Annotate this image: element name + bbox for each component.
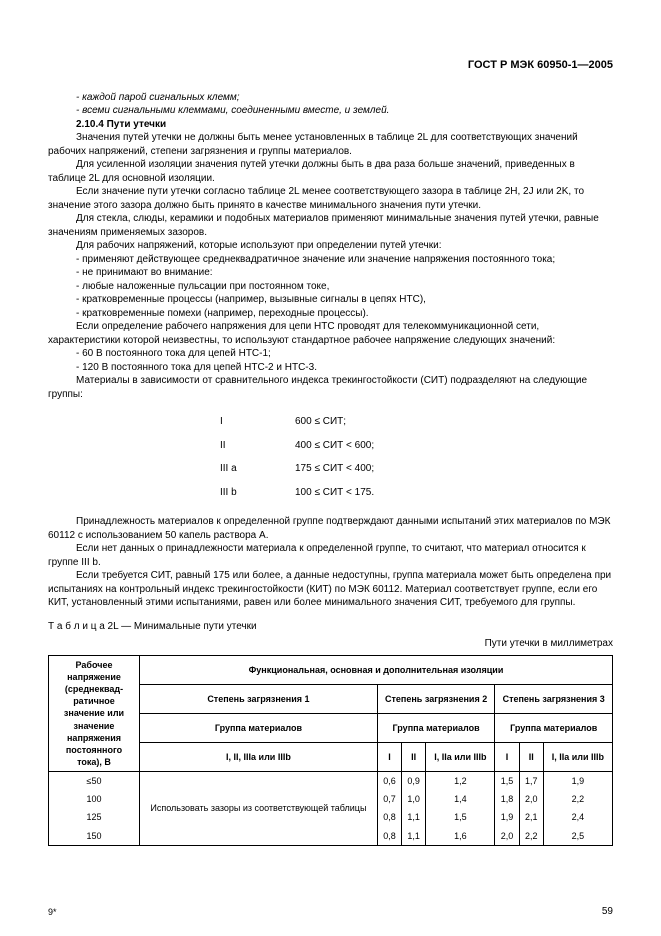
section-heading: 2.10.4 Пути утечки: [48, 118, 613, 132]
bullet-7: - 120 В постоянного тока для цепей НТС-2…: [76, 361, 613, 375]
after-sit-p3: Если требуется СИТ, равный 175 или более…: [48, 569, 613, 610]
signal-line-1: - каждой парой сигнальных клемм;: [76, 91, 613, 105]
r1d3c1: 2,0: [519, 790, 543, 808]
r1d3c2: 2,2: [543, 790, 612, 808]
r2d3c0: 1,9: [495, 808, 519, 826]
body-p3: Если значение пути утечки согласно табли…: [48, 185, 613, 212]
body-p1: Значения путей утечки не должны быть мен…: [48, 131, 613, 158]
after-sit-p2: Если нет данных о принадлежности материа…: [48, 542, 613, 569]
r3d2c1: 1,1: [402, 827, 426, 846]
row-v-2: 125: [49, 808, 140, 826]
hdr-d3-g2: II: [519, 743, 543, 772]
hdr-d3-g3: I, IIa или IIIb: [543, 743, 612, 772]
sit-range-3: 175 ≤ СИТ < 400;: [295, 458, 392, 480]
sit-range-2: 400 ≤ СИТ < 600;: [295, 435, 392, 457]
body-p5: Для рабочих напряжений, которые использу…: [48, 239, 613, 253]
sit-group-3: III a: [220, 458, 293, 480]
r0d3c1: 1,7: [519, 772, 543, 791]
sit-group-table: I600 ≤ СИТ; II400 ≤ СИТ < 600; III a175 …: [218, 409, 394, 505]
sit-range-4: 100 ≤ СИТ < 175.: [295, 482, 392, 504]
r0d3c0: 1,5: [495, 772, 519, 791]
footer-right: 59: [602, 905, 613, 919]
hdr-matgrp-1: Группа материалов: [140, 713, 378, 742]
r0d2c2: 1,2: [426, 772, 495, 791]
hdr-d2-g3: I, IIa или IIIb: [426, 743, 495, 772]
hdr-deg1: Степень загрязнения 1: [140, 684, 378, 713]
body-p6: Если определение рабочего напряжения для…: [48, 320, 613, 347]
r3d3c2: 2,5: [543, 827, 612, 846]
note-cell: Использовать зазоры из соответ­ствующей …: [140, 772, 378, 846]
footer-left: 9*: [48, 906, 57, 918]
table-2l: Рабочее напряжение (среднеквад­ратичное …: [48, 655, 613, 846]
r0d2c0: 0,6: [377, 772, 401, 791]
r1d2c1: 1,0: [402, 790, 426, 808]
table-2l-caption: Т а б л и ц а 2L — Минимальные пути утеч…: [48, 620, 613, 634]
r0d2c1: 0,9: [402, 772, 426, 791]
row-v-1: 100: [49, 790, 140, 808]
bullet-1: - применяют действующее среднеквадратичн…: [76, 253, 613, 267]
hdr-d2-g2: II: [402, 743, 426, 772]
r1d2c0: 0,7: [377, 790, 401, 808]
body-p4: Для стекла, слюды, керамики и подобных м…: [48, 212, 613, 239]
r2d3c2: 2,4: [543, 808, 612, 826]
table-2l-unit: Пути утечки в миллиметрах: [48, 637, 613, 651]
r1d2c2: 1,4: [426, 790, 495, 808]
bullet-4: - кратковременные процессы (например, вы…: [76, 293, 613, 307]
bullet-2: - не принимают во внимание:: [76, 266, 613, 280]
hdr-matgrp-all: I, II, IIIa или IIIb: [140, 743, 378, 772]
r1d3c0: 1,8: [495, 790, 519, 808]
sit-group-1: I: [220, 411, 293, 433]
hdr-d2-g1: I: [377, 743, 401, 772]
r2d2c0: 0,8: [377, 808, 401, 826]
hdr-voltage: Рабочее напряжение (среднеквад­ратичное …: [49, 655, 140, 771]
r2d3c1: 2,1: [519, 808, 543, 826]
r3d3c0: 2,0: [495, 827, 519, 846]
r3d2c2: 1,6: [426, 827, 495, 846]
sit-range-1: 600 ≤ СИТ;: [295, 411, 392, 433]
hdr-deg2: Степень загрязнения 2: [377, 684, 495, 713]
r3d3c1: 2,2: [519, 827, 543, 846]
sit-group-4: III b: [220, 482, 293, 504]
hdr-deg3: Степень загрязнения 3: [495, 684, 613, 713]
after-sit-p1: Принадлежность материалов к определенной…: [48, 515, 613, 542]
hdr-matgrp-3: Группа материалов: [495, 713, 613, 742]
standard-header: ГОСТ Р МЭК 60950-1—2005: [48, 58, 613, 73]
r3d2c0: 0,8: [377, 827, 401, 846]
hdr-d3-g1: I: [495, 743, 519, 772]
r0d3c2: 1,9: [543, 772, 612, 791]
r2d2c1: 1,1: [402, 808, 426, 826]
signal-line-2: - всеми сигнальными клеммами, соединенны…: [76, 104, 613, 118]
body-p7: Материалы в зависимости от сравнительног…: [48, 374, 613, 401]
bullet-3: - любые наложенные пульсации при постоян…: [76, 280, 613, 294]
hdr-matgrp-2: Группа материалов: [377, 713, 495, 742]
r2d2c2: 1,5: [426, 808, 495, 826]
row-v-0: ≤50: [49, 772, 140, 791]
body-p2: Для усиленной изоляции значения путей ут…: [48, 158, 613, 185]
bullet-5: - кратковременные помехи (например, пере…: [76, 307, 613, 321]
bullet-6: - 60 В постоянного тока для цепей НТС-1;: [76, 347, 613, 361]
sit-group-2: II: [220, 435, 293, 457]
hdr-insulation: Функциональная, основная и дополнительна…: [140, 655, 613, 684]
row-v-3: 150: [49, 827, 140, 846]
